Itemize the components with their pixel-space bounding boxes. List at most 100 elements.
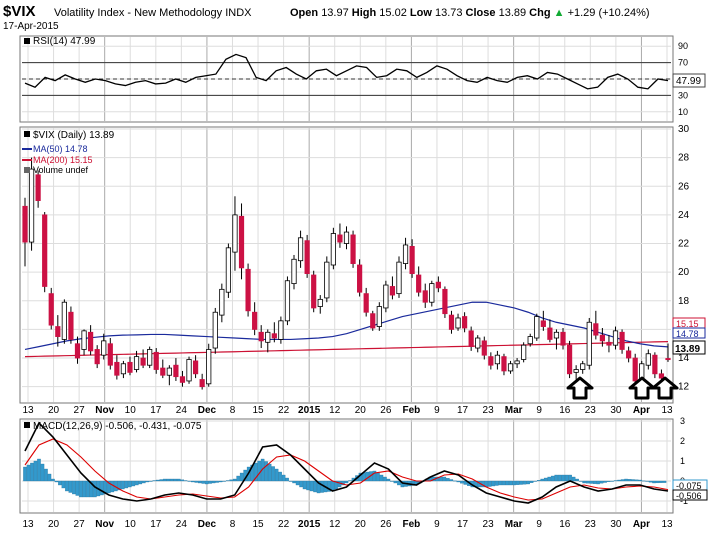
macd-histogram-bar: [498, 480, 503, 486]
high-label: High: [352, 7, 377, 19]
macd-histogram-bar: [229, 479, 233, 482]
chg-icon: ▲: [554, 7, 565, 19]
macd-histogram-bar: [183, 480, 188, 482]
x-tick-label: 24: [176, 519, 188, 530]
candle-down: [593, 323, 599, 336]
candle-up: [219, 288, 225, 316]
macd-histogram-bar: [302, 480, 307, 490]
macd-histogram-bar: [313, 480, 317, 493]
macd-histogram-bar: [655, 480, 660, 484]
x-tick-label: 13: [22, 519, 34, 530]
candle-up: [383, 284, 389, 309]
price-y-tick: 28: [678, 153, 690, 164]
x-tick-label: 30: [610, 405, 622, 416]
x-tick-label: 17: [457, 405, 469, 416]
macd-histogram-bar: [79, 480, 83, 498]
macd-histogram-bar: [599, 480, 604, 484]
candle-down: [540, 320, 546, 327]
candle-down: [258, 331, 264, 342]
candle-down: [35, 174, 41, 201]
macd-histogram-bar: [292, 480, 296, 484]
macd-histogram-bar: [610, 480, 614, 482]
macd-histogram-bar: [257, 460, 261, 482]
open-label: Open: [290, 7, 318, 19]
macd-histogram-bar: [204, 480, 209, 485]
price-legend-swatch: [24, 131, 30, 137]
macd-histogram-bar: [166, 478, 171, 482]
macd-histogram-bar: [33, 460, 38, 482]
open-value: 13.97: [321, 7, 349, 19]
candle-down: [481, 340, 487, 356]
macd-histogram-bar: [337, 480, 342, 488]
candle-up: [133, 356, 140, 370]
macd-histogram-bar: [173, 478, 178, 482]
macd-histogram-bar: [26, 464, 31, 482]
price-y-tick: 14: [678, 353, 690, 364]
macd-histogram-bar: [201, 480, 205, 484]
security-name: Volatility Index - New Methodology INDX: [54, 7, 252, 19]
macd-histogram-bar: [82, 480, 87, 498]
x-tick-label: 17: [457, 519, 469, 530]
price-y-tick: 22: [678, 239, 690, 250]
macd-histogram-bar: [631, 479, 635, 482]
x-tick-label: 27: [74, 519, 86, 530]
macd-histogram-bar: [278, 471, 282, 482]
price-y-tick: 24: [678, 210, 690, 221]
price-layer: [22, 157, 671, 390]
candle-down: [350, 234, 356, 264]
candle-up: [580, 363, 586, 370]
macd-y-tick: 2: [680, 436, 685, 446]
price-y-tick: 30: [678, 124, 690, 135]
macd-histogram-bar: [288, 480, 293, 482]
macd-histogram-bar: [51, 478, 55, 482]
macd-histogram-bar: [529, 480, 534, 483]
macd-histogram-bar: [215, 480, 219, 483]
macd-histogram-bar: [253, 462, 258, 482]
macd-histogram-bar: [397, 480, 401, 486]
macd-histogram-bar: [547, 476, 551, 482]
macd-histogram-bar: [260, 458, 265, 482]
macd-tag-box: [672, 489, 708, 501]
candle-down: [271, 333, 277, 339]
low-value: 13.73: [435, 7, 463, 19]
high-value: 15.02: [379, 7, 407, 19]
low-label: Low: [410, 7, 432, 19]
macd-histogram-bar: [390, 480, 394, 482]
x-tick-label: 9: [536, 519, 542, 530]
candle-down: [606, 341, 612, 346]
macd-histogram-bar: [372, 470, 377, 482]
macd-legend-text: MACD(12,26,9) -0.506, -0.431, -0.075: [33, 421, 202, 432]
volume-legend-swatch: [24, 167, 30, 173]
macd-histogram-bar: [578, 480, 583, 482]
x-tick-label: 23: [483, 405, 495, 416]
candle-down: [488, 356, 494, 366]
candle-up: [645, 353, 651, 366]
candle-down: [22, 205, 28, 243]
macd-y-tick: 3: [680, 416, 685, 426]
x-tick-label: 12: [329, 405, 341, 416]
macd-histogram-bar: [197, 480, 202, 484]
macd-histogram-bar: [170, 478, 174, 482]
candle-up: [475, 337, 481, 349]
candle-down: [665, 358, 671, 361]
candle-up: [297, 237, 304, 262]
candle-down: [192, 360, 199, 375]
ma50-line: [24, 301, 669, 351]
candle-up: [232, 214, 238, 253]
x-tick-label: 15: [252, 405, 264, 416]
x-tick-label: 17: [150, 519, 162, 530]
x-tick-label: 16: [559, 405, 571, 416]
candle-up: [212, 311, 218, 349]
candle-down: [42, 214, 48, 287]
candle-down: [74, 343, 81, 359]
x-tick-label: Nov: [95, 519, 114, 530]
candle-down: [619, 331, 625, 350]
macd-histogram-bar: [568, 474, 572, 482]
macd-histogram-bar: [393, 480, 398, 484]
candle-down: [370, 313, 376, 329]
histogram-tag-text: -0.075: [676, 481, 702, 491]
rsi-y-tick: 70: [678, 58, 688, 68]
x-tick-label: 26: [380, 405, 392, 416]
rsi-line: [24, 53, 669, 90]
macd-histogram-bar: [177, 478, 181, 482]
